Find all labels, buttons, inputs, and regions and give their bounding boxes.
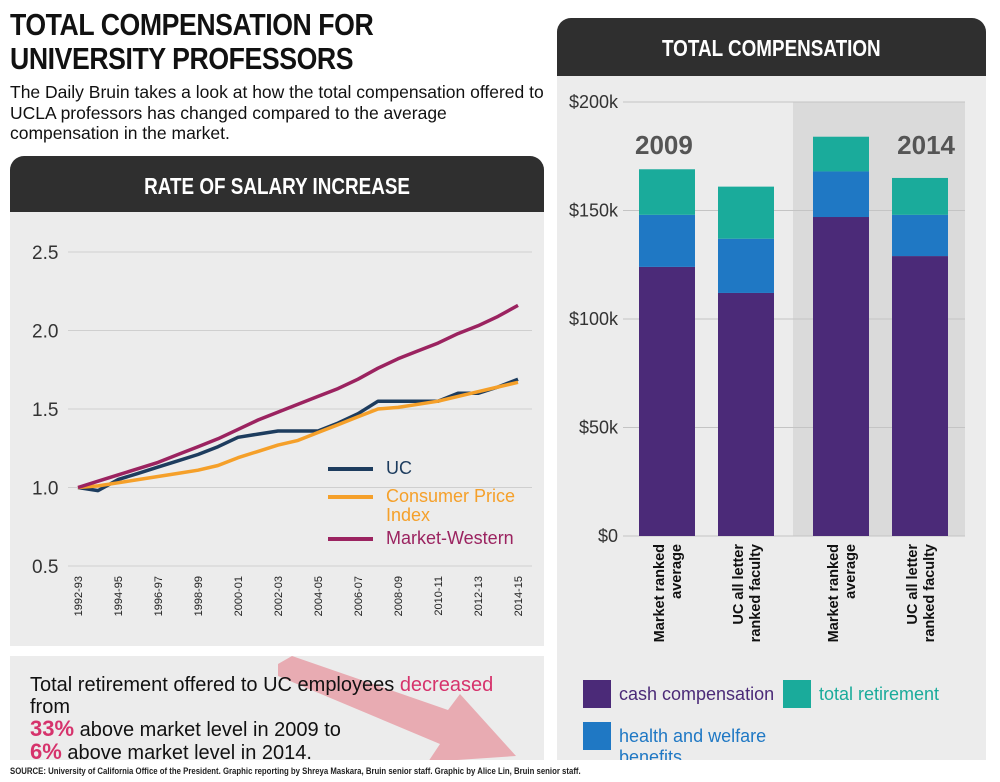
x-tick-label: 2008-09	[393, 576, 405, 616]
x-tick-label: 1996-97	[153, 576, 165, 616]
bar-segment-total-retirement	[718, 186, 774, 239]
x-tick-label: 2002-03	[273, 576, 285, 616]
retirement-note-line1b: from	[30, 696, 70, 718]
x-tick-label: 2004-05	[313, 576, 325, 616]
y-tick-label: 1.5	[32, 400, 58, 421]
bar-segment-cash-compensation	[813, 217, 869, 536]
intro-text: The Daily Bruin takes a look at how the …	[10, 82, 544, 143]
salary-increase-panel: RATE OF SALARY INCREASE 0.5 1.0 1.5 2.0 2.5 1…	[10, 156, 544, 646]
y-tick-label: 0.5	[32, 557, 58, 578]
legend-swatch-health-and-welfare-benefits	[583, 722, 611, 750]
retirement-note-box: Total retirement offered to UC employees…	[10, 656, 544, 764]
salary-line-chart: 0.5 1.0 1.5 2.0 2.5 1992-93 1994-95 1996-97 1998…	[32, 243, 532, 616]
x-tick-label: 2006-07	[353, 576, 365, 616]
y-tick-label: 2.5	[32, 243, 58, 264]
series-line-uc	[77, 377, 519, 493]
retirement-note-line1a: Total retirement offered to UC employees	[30, 674, 400, 696]
retirement-pct-2009: 33%	[30, 716, 75, 741]
category-label-line: ranked faculty	[922, 544, 938, 642]
retirement-pct-2014: 6%	[30, 739, 62, 764]
x-tick-label: 2012-13	[473, 576, 485, 616]
x-tick-label: 2014-15	[513, 576, 525, 616]
legend-label-line: health and welfare	[619, 726, 766, 746]
bar-segment-cash-compensation	[639, 266, 695, 536]
legend-swatch-cash-compensation	[583, 680, 611, 708]
total-compensation-panel: TOTAL COMPENSATION $0 $50k $100k $150k $200k…	[557, 18, 986, 760]
legend-label-market-western: Market-Western	[386, 528, 514, 548]
x-tick-label: 2000-01	[233, 576, 245, 616]
legend-label-health-and-welfare-benefits: health and welfare benefits	[619, 726, 766, 760]
source-credit: SOURCE: University of California Office …	[10, 766, 581, 777]
page-title: TOTAL COMPENSATION FOR UNIVERSITY PROFES…	[10, 7, 374, 76]
group-label-2014: 2014	[897, 130, 955, 160]
x-tick-label: 2010-11	[433, 576, 445, 616]
y-tick-label: $50k	[579, 418, 619, 438]
legend-label-total-retirement: total retirement	[819, 684, 939, 704]
total-compensation-header: TOTAL COMPENSATION	[557, 18, 986, 76]
bar-segment-health-and-welfare-benefits	[639, 214, 695, 267]
compensation-chart-title: TOTAL COMPENSATION	[662, 35, 881, 61]
y-tick-label: 2.0	[32, 322, 58, 343]
legend-label-cash-compensation: cash compensation	[619, 684, 774, 704]
bar-segment-cash-compensation	[718, 292, 774, 536]
x-category-label: Market rankedaverage	[652, 544, 685, 642]
bar-segment-total-retirement	[892, 177, 948, 215]
legend-label-line: benefits	[619, 747, 682, 760]
series-line-market-western	[77, 303, 519, 490]
category-label-line: Market ranked	[652, 544, 668, 642]
salary-chart-title: RATE OF SALARY INCREASE	[144, 173, 410, 199]
y-tick-label: $150k	[569, 201, 619, 221]
bar-segment-total-retirement	[813, 136, 869, 172]
legend-label-line: Index	[386, 505, 430, 525]
retirement-note-text: Total retirement offered to UC employees…	[30, 674, 530, 764]
y-tick-label: 1.0	[32, 479, 58, 500]
bar-segment-total-retirement	[639, 169, 695, 215]
y-tick-label: $200k	[569, 92, 619, 112]
retirement-note-decreased: decreased	[399, 674, 494, 696]
bar-segment-health-and-welfare-benefits	[892, 214, 948, 257]
x-category-label: Market rankedaverage	[826, 544, 859, 642]
x-tick-label: 1994-95	[113, 576, 125, 616]
x-category-label: UC all letterranked faculty	[731, 544, 764, 643]
bar-segment-health-and-welfare-benefits	[718, 238, 774, 293]
category-label-line: average	[843, 544, 859, 599]
y-tick-label: $100k	[569, 309, 619, 329]
x-category-label: UC all letterranked faculty	[905, 544, 938, 643]
category-label-line: UC all letter	[905, 544, 921, 625]
retirement-note-line3: above market level in 2014.	[61, 742, 312, 764]
category-label-line: average	[669, 544, 685, 599]
bar-segment-health-and-welfare-benefits	[813, 171, 869, 218]
category-label-line: ranked faculty	[748, 544, 764, 642]
category-label-line: UC all letter	[731, 544, 747, 625]
legend-swatch-total-retirement	[783, 680, 811, 708]
group-label-2009: 2009	[635, 130, 693, 160]
series-line-consumer-price-index	[77, 380, 519, 490]
legend-label-uc: UC	[386, 458, 412, 478]
salary-increase-header: RATE OF SALARY INCREASE	[10, 156, 544, 212]
bar-segment-cash-compensation	[892, 256, 948, 536]
x-tick-label: 1998-99	[193, 576, 205, 616]
decrease-arrow-icon	[278, 656, 516, 760]
x-tick-label: 1992-93	[73, 576, 85, 616]
retirement-note-line2: above market level in 2009 to	[74, 719, 341, 741]
legend-label-consumer-price-index: Consumer Price Index	[386, 486, 515, 525]
compensation-bar-chart: $0 $50k $100k $150k $200k 2009 2014 Market rank…	[569, 92, 965, 760]
category-label-line: Market ranked	[826, 544, 842, 642]
y-tick-label: $0	[598, 526, 618, 546]
legend-label-line: Consumer Price	[386, 486, 515, 506]
